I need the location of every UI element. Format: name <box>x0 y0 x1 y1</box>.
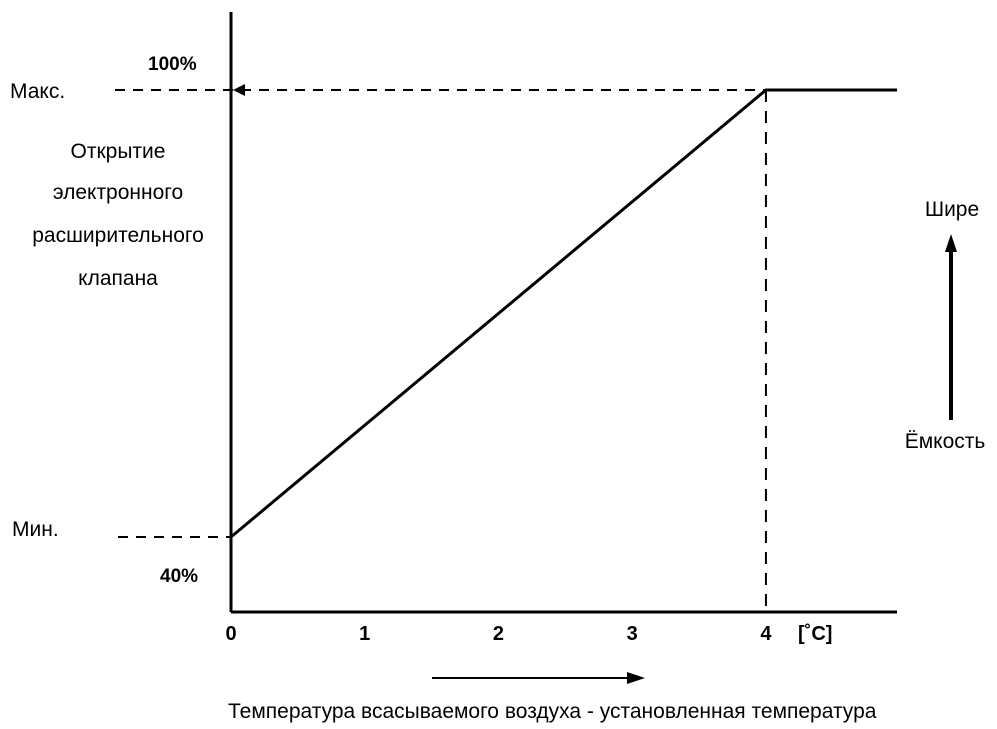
x-tick-label: 3 <box>627 623 638 645</box>
y-bottom-value-label: 40% <box>160 566 198 587</box>
x-tick-label: 2 <box>493 623 504 645</box>
y-axis-label-line-2: электронного <box>53 181 183 204</box>
y-top-label: Макс. <box>10 80 65 103</box>
guide-lines <box>115 84 957 684</box>
y-bottom-label: Мин. <box>12 518 59 541</box>
x-tick-label: 4 <box>760 623 772 645</box>
up-arrow-icon <box>945 234 957 252</box>
right-bottom-label: Ёмкость <box>905 430 986 453</box>
max-arrow-icon <box>233 84 245 96</box>
series <box>230 88 897 539</box>
y-axis-label-line-3: расширительного <box>32 224 204 247</box>
y-axis-label-line-1: Открытие <box>71 140 166 163</box>
x-axis-label: Температура всасываемого воздуха - устан… <box>228 700 877 723</box>
y-axis-label-line-4: клапана <box>78 267 158 290</box>
right-arrow-icon <box>627 672 645 684</box>
x-tick-label: 0 <box>225 623 236 645</box>
y-top-value-label: 100% <box>148 54 197 75</box>
right-top-label: Шире <box>925 198 979 221</box>
x-tick-labels: 0 1 2 3 4 <box>225 623 772 645</box>
chart-labels: 100% Макс. Открытие электронного расшири… <box>10 54 985 723</box>
x-tick-label: 1 <box>359 623 370 645</box>
x-unit-label: [˚C] <box>798 622 832 645</box>
axes <box>229 12 897 614</box>
series-line <box>230 88 897 539</box>
